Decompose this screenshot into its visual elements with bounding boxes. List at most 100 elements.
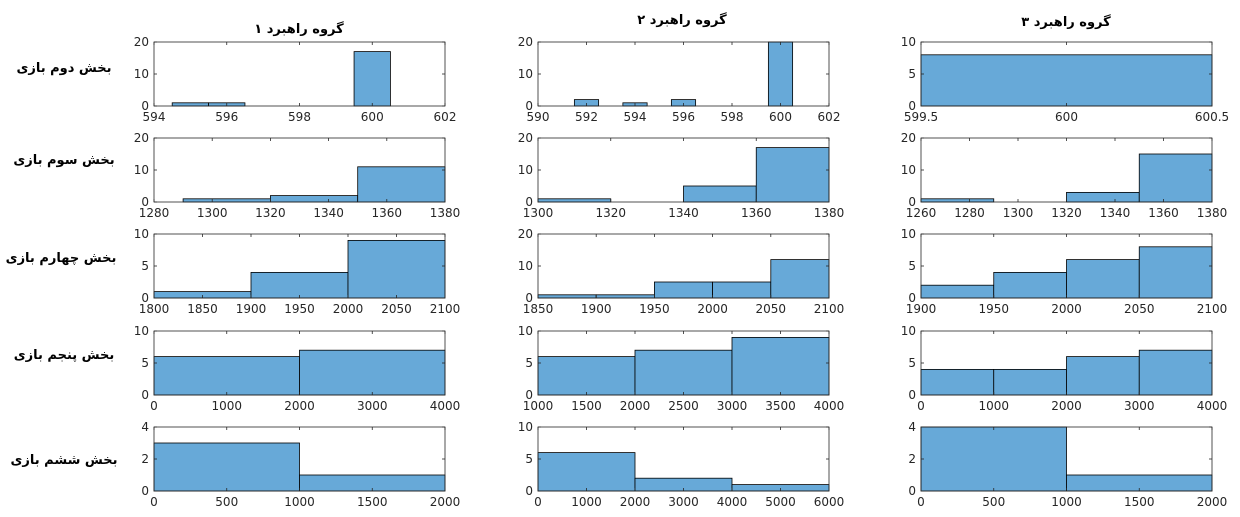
panel-r4-c2-xtick-label-1: 1000 bbox=[523, 399, 554, 413]
panel-r3-c1: 1800 1850 1900 1950 2000 2050 2100 0 5 10 bbox=[134, 227, 461, 316]
panel-r2-c2-xtick-label-5: 1380 bbox=[814, 206, 845, 220]
panel-r2-c3-ytick-label-2: 10 bbox=[901, 163, 916, 177]
panel-r5-c1-bar-1 bbox=[153, 442, 300, 492]
panel-r2-c2-ytick-label-3: 20 bbox=[518, 131, 533, 145]
panel-r4-c2-xtick-label-3: 2000 bbox=[620, 399, 651, 413]
panel-r1-c1-xtick-label-3: 598 bbox=[288, 110, 311, 124]
panel-r5-c3-xtick-label-3: 1000 bbox=[1051, 495, 1082, 509]
panel-r1-c3-bar-1 bbox=[920, 54, 1213, 107]
panel-r2-c3-xtick-label-1: 1260 bbox=[906, 206, 937, 220]
panel-r2-c1-xtick-label-2: 1300 bbox=[197, 206, 228, 220]
panel-r5-c2: 0 1000 2000 3000 4000 5000 6000 0 5 10 bbox=[518, 420, 845, 509]
panel-r3-c3-ytick-label-2: 5 bbox=[908, 259, 916, 273]
panel-r1-c1-xtick-label-5: 602 bbox=[434, 110, 457, 124]
panel-r3-c1-bar-3 bbox=[347, 239, 446, 299]
panel-r2-c3-xtick-label-3: 1300 bbox=[1003, 206, 1034, 220]
panel-r3-c2-xtick-label-1: 1850 bbox=[523, 302, 554, 316]
panel-r4-c2-ytick-label-2: 5 bbox=[525, 356, 533, 370]
panel-r4-c2-bar-1 bbox=[537, 356, 636, 396]
panel-r5-c2-ytick-label-2: 5 bbox=[525, 452, 533, 466]
panel-r3-c3-xtick-label-3: 2000 bbox=[1051, 302, 1082, 316]
panel-r1-c2-bar-4 bbox=[767, 41, 794, 107]
column-title-3: گروه راهبرد ۳ bbox=[1021, 14, 1111, 30]
panel-r2-c1-xtick-label-3: 1320 bbox=[255, 206, 286, 220]
panel-r1-c2-xtick-label-4: 596 bbox=[672, 110, 695, 124]
panel-r4-c3-ytick-label-3: 10 bbox=[901, 324, 916, 338]
panel-r3-c3: 1900 1950 2000 2050 2100 0 5 10 bbox=[901, 227, 1228, 316]
panel-r5-c2-xtick-label-1: 0 bbox=[534, 495, 542, 509]
panel-r2-c3-xtick-label-6: 1360 bbox=[1148, 206, 1179, 220]
panel-r2-c1-bar-2 bbox=[269, 195, 359, 203]
panel-r4-c2-bar-2 bbox=[634, 349, 733, 396]
panel-r5-c2-xtick-label-2: 1000 bbox=[571, 495, 602, 509]
column-title-2: گروه راهبرد ۲ bbox=[637, 12, 727, 28]
panel-r3-c1-xtick-label-4: 1950 bbox=[284, 302, 315, 316]
panel-r5-c2-xtick-label-5: 4000 bbox=[717, 495, 748, 509]
panel-r3-c2-xtick-label-6: 2100 bbox=[814, 302, 845, 316]
panel-r3-c2-ytick-label-1: 0 bbox=[525, 291, 533, 305]
panel-r3-c2-bar-2 bbox=[595, 294, 655, 299]
panel-r1-c2-ytick-label-2: 10 bbox=[518, 67, 533, 81]
row-label-4: بخش پنجم بازی bbox=[14, 348, 115, 363]
panel-r3-c2-bar-5 bbox=[770, 259, 830, 299]
panel-r2-c2-bar-3 bbox=[755, 147, 830, 203]
panel-r2-c3-xtick-label-7: 1380 bbox=[1197, 206, 1228, 220]
panel-r5-c3-xtick-label-4: 1500 bbox=[1124, 495, 1155, 509]
panel-r2-c2: 1300 1320 1340 1360 1380 0 10 20 bbox=[518, 131, 845, 220]
panel-r2-c1-bar-3 bbox=[357, 166, 446, 203]
panel-r1-c2-xtick-label-7: 602 bbox=[818, 110, 841, 124]
panel-r4-c1-ytick-label-1: 0 bbox=[141, 388, 149, 402]
panel-r5-c2-xtick-label-7: 6000 bbox=[814, 495, 845, 509]
panel-r3-c2-xtick-label-5: 2050 bbox=[756, 302, 787, 316]
panel-r5-c3-xtick-label-5: 2000 bbox=[1197, 495, 1228, 509]
panel-r4-c3-bar-3 bbox=[1066, 356, 1140, 396]
panel-r3-c3-xtick-label-4: 2050 bbox=[1124, 302, 1155, 316]
panel-r3-c1-xtick-label-3: 1900 bbox=[236, 302, 267, 316]
panel-r3-c1-xtick-label-7: 2100 bbox=[430, 302, 461, 316]
panel-r1-c2-xtick-label-3: 594 bbox=[624, 110, 647, 124]
panel-r3-c1-xtick-label-2: 1850 bbox=[187, 302, 218, 316]
panel-r1-c3-ytick-label-1: 0 bbox=[908, 99, 916, 113]
panel-r2-c3: 1260 1280 1300 1320 1340 1360 1380 0 10 20 bbox=[901, 131, 1228, 220]
panel-r3-c3-xtick-label-1: 1900 bbox=[906, 302, 937, 316]
panel-r5-c1-xtick-label-1: 0 bbox=[150, 495, 158, 509]
panel-r4-c3-xtick-label-3: 2000 bbox=[1051, 399, 1082, 413]
panel-r5-c1-xtick-label-4: 1500 bbox=[357, 495, 388, 509]
panel-r2-c3-xtick-label-2: 1280 bbox=[954, 206, 985, 220]
panel-r1-c1-xtick-label-1: 594 bbox=[143, 110, 166, 124]
panel-r1-c1-ytick-label-2: 10 bbox=[134, 67, 149, 81]
panel-r3-c3-ytick-label-3: 10 bbox=[901, 227, 916, 241]
panel-r2-c3-bar-3 bbox=[1138, 153, 1213, 203]
panel-r3-c2-ytick-label-3: 20 bbox=[518, 227, 533, 241]
panel-r5-c2-xtick-label-6: 5000 bbox=[765, 495, 796, 509]
panel-r2-c3-ytick-label-1: 0 bbox=[908, 195, 916, 209]
panel-r2-c1-xtick-label-1: 1280 bbox=[139, 206, 170, 220]
panel-r1-c3-ytick-label-3: 10 bbox=[901, 35, 916, 49]
panel-r1-c2-xtick-label-6: 600 bbox=[769, 110, 792, 124]
panel-r2-c2-ytick-label-1: 0 bbox=[525, 195, 533, 209]
panel-r1-c2-xtick-label-2: 592 bbox=[575, 110, 598, 124]
panel-r4-c1-xtick-label-4: 3000 bbox=[357, 399, 388, 413]
panel-r2-c2-xtick-label-3: 1340 bbox=[668, 206, 699, 220]
panel-r2-c2-ytick-label-2: 10 bbox=[518, 163, 533, 177]
panel-r1-c3-xtick-label-1: 599.5 bbox=[904, 110, 938, 124]
panel-r4-c2-xtick-label-2: 1500 bbox=[571, 399, 602, 413]
panel-r4-c3-bar-4 bbox=[1138, 349, 1213, 396]
panel-r3-c2-bar-3 bbox=[654, 281, 714, 299]
panel-r2-c3-bar-2 bbox=[1066, 191, 1140, 203]
panel-r1-c1-xtick-label-2: 596 bbox=[215, 110, 238, 124]
panel-r1-c3: 599.5 600 600.5 0 5 10 bbox=[901, 35, 1229, 124]
panel-r4-c1-ytick-label-2: 5 bbox=[141, 356, 149, 370]
panel-r4-c2-xtick-label-6: 3500 bbox=[765, 399, 796, 413]
panel-r4-c1-bar-1 bbox=[153, 356, 300, 396]
panel-r3-c3-xtick-label-2: 1950 bbox=[978, 302, 1009, 316]
panel-r1-c1-axes-box bbox=[153, 41, 446, 107]
panel-r3-c1-ytick-label-3: 10 bbox=[134, 227, 149, 241]
column-title-1: گروه راهبرد ۱ bbox=[254, 21, 344, 37]
panel-r3-c2-xtick-label-4: 2000 bbox=[697, 302, 728, 316]
panel-r5-c3-xtick-label-2: 500 bbox=[982, 495, 1005, 509]
panel-r4-c3-ytick-label-2: 5 bbox=[908, 356, 916, 370]
panel-r4-c1-xtick-label-2: 1000 bbox=[211, 399, 242, 413]
